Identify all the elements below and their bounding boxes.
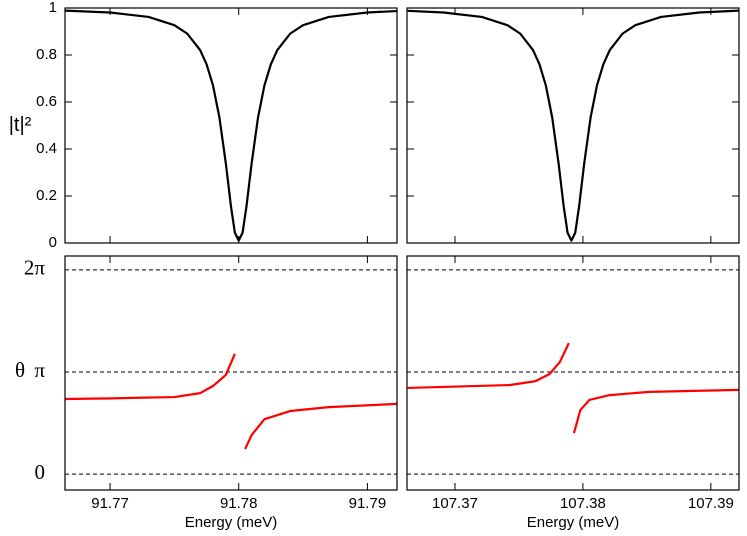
plot-frame <box>406 255 740 491</box>
y-tick-label: 0 <box>35 460 46 484</box>
y-tick-label: 0.4 <box>36 140 57 157</box>
y-tick-label: 2π <box>24 256 46 280</box>
y-tick-label: 1 <box>49 0 57 16</box>
data-line <box>64 9 398 242</box>
x-axis-label: Energy (meV) <box>185 514 278 531</box>
y-tick-label: 0.8 <box>36 46 57 63</box>
data-line <box>407 9 740 242</box>
y-tick-label: 0.6 <box>36 93 57 110</box>
x-tick-label: 91.78 <box>220 495 258 512</box>
y-tick-label: 0.2 <box>36 187 57 204</box>
y-tick-label: 0 <box>49 234 57 251</box>
x-tick-label: 91.79 <box>349 495 387 512</box>
x-tick-label: 91.77 <box>91 495 129 512</box>
data-line <box>407 342 740 434</box>
plot-frame <box>64 255 398 491</box>
x-tick-label: 107.39 <box>688 495 734 512</box>
x-tick-label: 107.38 <box>560 495 606 512</box>
x-tick-label: 107.37 <box>432 495 478 512</box>
plot-frame <box>406 7 740 244</box>
y-axis-label: |t|² <box>9 114 32 136</box>
y-axis-label: θ <box>15 358 25 382</box>
x-axis-label: Energy (meV) <box>527 514 620 531</box>
y-tick-label: π <box>34 358 45 382</box>
data-line <box>64 353 398 450</box>
plot-frame <box>64 7 398 244</box>
